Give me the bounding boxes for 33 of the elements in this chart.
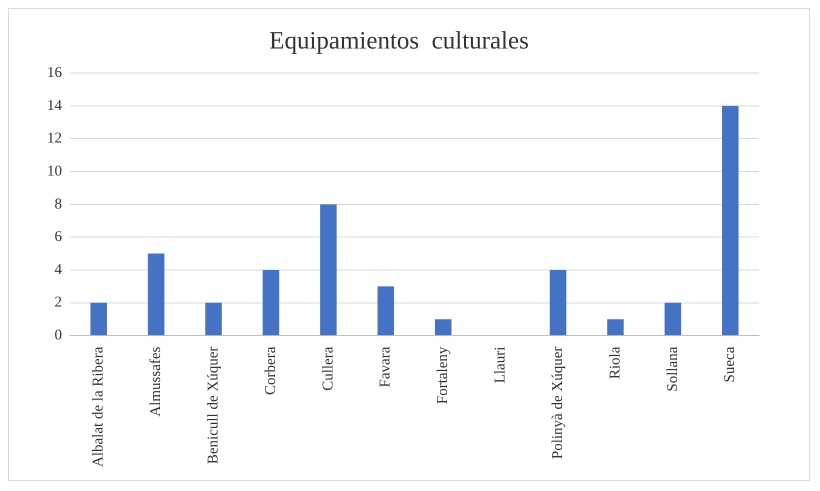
bar [378, 286, 394, 336]
y-tick-label: 16 [47, 64, 62, 81]
x-tick-label: Llauri [492, 346, 509, 384]
x-tick-label: Fortaleny [435, 346, 452, 404]
bar [262, 270, 280, 336]
x-tick-label: Corbera [262, 346, 279, 395]
x-tick-label: Polinyà de Xúquer [550, 346, 566, 460]
bar [550, 270, 566, 336]
y-tick-label: 14 [47, 98, 62, 114]
bar [205, 302, 222, 336]
x-tick-label: Albalat de la Ribera [90, 346, 107, 468]
y-tick-label: 12 [47, 130, 62, 147]
y-tick-label: 2 [54, 294, 62, 311]
x-tick-label: Cullera [320, 346, 336, 391]
bar [434, 319, 452, 336]
bar [320, 204, 337, 336]
bar [664, 302, 682, 336]
y-tick-label: 0 [54, 328, 62, 344]
y-tick-label: 4 [54, 262, 62, 278]
y-tick-label: 6 [54, 229, 62, 246]
bar [607, 319, 624, 336]
y-tick-label: 8 [54, 196, 62, 212]
bar [148, 254, 164, 336]
x-tick-label: Almussafes [148, 346, 164, 417]
y-tick-label: 10 [47, 163, 62, 180]
x-tick-label: Favara [378, 346, 394, 388]
chart-title: Equipamientos culturales [269, 28, 529, 55]
x-tick-label: Sollana [664, 346, 681, 392]
x-tick-label: Benicull de Xúquer [205, 346, 222, 464]
x-tick-label: Riola [607, 346, 624, 380]
x-tick-label: Sueca [722, 346, 738, 382]
bar [722, 106, 739, 336]
bar [90, 302, 107, 336]
